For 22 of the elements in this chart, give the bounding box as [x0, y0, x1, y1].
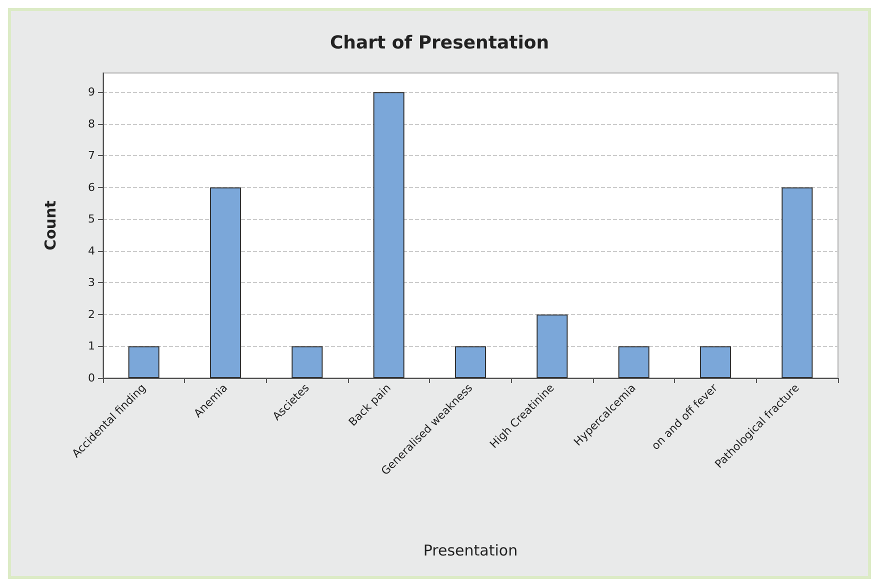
- bar: [292, 346, 323, 378]
- y-tick-label: 7: [88, 149, 95, 162]
- bar: [700, 346, 732, 378]
- y-tick-label: 3: [88, 276, 95, 290]
- bar: [618, 346, 650, 378]
- y-tick-label: 4: [88, 244, 95, 258]
- bar: [210, 187, 242, 378]
- y-tick-label: 5: [88, 212, 95, 226]
- x-axis-title: Presentation: [423, 542, 518, 560]
- chart-title: Chart of Presentation: [330, 32, 550, 54]
- y-axis-title: Count: [42, 200, 60, 250]
- y-tick-label: 0: [88, 372, 95, 384]
- y-tick-label: 8: [88, 117, 95, 130]
- bar: [536, 314, 568, 378]
- bar: [782, 187, 813, 378]
- bar: [128, 346, 160, 378]
- y-tick-label: 1: [88, 340, 95, 353]
- y-tick-label: 2: [88, 308, 95, 321]
- bar: [373, 92, 404, 378]
- y-tick-label: 9: [88, 86, 95, 99]
- y-tick-label: 6: [88, 180, 95, 194]
- bar: [454, 346, 486, 378]
